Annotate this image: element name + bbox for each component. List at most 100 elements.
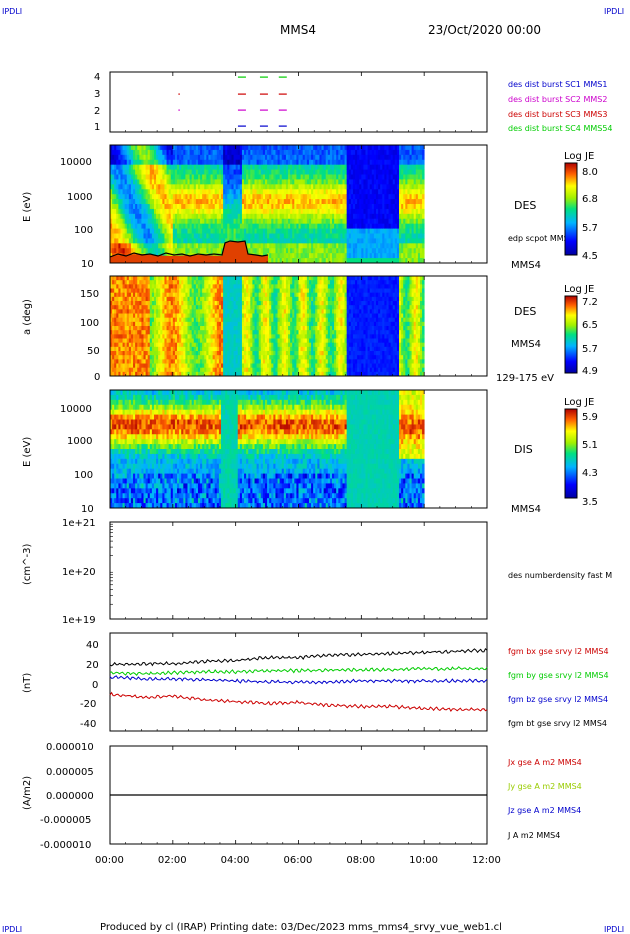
- des-energy-cell: [179, 199, 182, 205]
- des-pitch-cell: [151, 326, 155, 331]
- des-energy-cell: [371, 149, 375, 156]
- des-energy-cell: [130, 189, 134, 195]
- des-energy-cell: [143, 145, 146, 151]
- des-energy-cell: [237, 145, 241, 151]
- des-pitch-cell: [214, 309, 218, 314]
- des-pitch-cell: [149, 305, 153, 310]
- des-energy-cell: [267, 145, 270, 151]
- des-energy-cell: [399, 145, 402, 151]
- des-pitch-cell: [158, 367, 161, 373]
- des-pitch-cell: [116, 288, 119, 294]
- des-energy-cell: [179, 154, 182, 161]
- des-energy-cell: [394, 223, 398, 229]
- des-energy-cell: [229, 223, 232, 229]
- des-pitch-cell: [187, 317, 190, 323]
- des-energy-cell: [415, 145, 419, 151]
- des-energy-cell: [306, 233, 310, 239]
- des-pitch-cell: [143, 288, 146, 294]
- des-energy-cell: [409, 149, 412, 156]
- des-pitch-cell: [216, 367, 220, 373]
- des-energy-cell: [302, 184, 306, 190]
- des-energy-cell: [204, 169, 207, 175]
- des-energy-cell: [371, 233, 375, 239]
- des-energy-cell: [237, 223, 241, 229]
- des-energy-cell: [114, 218, 117, 225]
- des-energy-cell: [164, 154, 167, 161]
- des-pitch-cell: [128, 330, 132, 335]
- des-energy-cell: [204, 174, 207, 180]
- des-pitch-cell: [206, 342, 209, 348]
- des-energy-cell: [336, 145, 339, 151]
- des-energy-cell: [384, 199, 387, 205]
- des-pitch-cell: [139, 296, 142, 302]
- des-energy-cell: [183, 238, 186, 244]
- des-energy-cell: [359, 248, 362, 254]
- des-energy-cell: [254, 228, 258, 234]
- des-energy-cell: [216, 184, 220, 190]
- des-energy-cell: [350, 159, 354, 166]
- des-energy-cell: [332, 233, 335, 239]
- des-energy-cell: [170, 228, 174, 234]
- des-energy-cell: [248, 213, 251, 220]
- des-energy-cell: [292, 189, 295, 195]
- des-energy-cell: [342, 189, 345, 195]
- des-pitch-cell: [202, 355, 205, 360]
- des-pitch-cell: [116, 292, 119, 298]
- des-energy-cell: [179, 223, 182, 229]
- des-energy-cell: [168, 149, 172, 156]
- des-pitch-cell: [158, 292, 161, 298]
- des-energy-cell: [396, 199, 400, 205]
- des-energy-cell: [340, 145, 343, 151]
- des-energy-cell: [283, 204, 287, 210]
- des-energy-cell: [177, 154, 180, 161]
- des-energy-cell: [181, 228, 184, 234]
- des-pitch-cell: [185, 321, 188, 327]
- des-energy-cell: [380, 164, 383, 170]
- des-pitch-cell: [118, 342, 121, 348]
- des-energy-cell: [114, 189, 117, 195]
- des-pitch-cell: [212, 321, 216, 327]
- des-energy-cell: [415, 194, 419, 200]
- des-pitch-cell: [120, 305, 123, 310]
- des-energy-cell: [193, 169, 197, 175]
- des-pitch-cell: [204, 313, 207, 319]
- des-energy-cell: [329, 169, 333, 175]
- des-pitch-cell: [218, 288, 222, 294]
- des-energy-cell: [308, 184, 312, 190]
- des-energy-cell: [403, 164, 406, 170]
- des-energy-cell: [386, 184, 389, 190]
- des-energy-cell: [143, 233, 146, 239]
- des-energy-cell: [294, 169, 297, 175]
- des-energy-cell: [311, 253, 314, 259]
- des-energy-cell: [149, 223, 153, 229]
- des-energy-cell: [170, 253, 174, 259]
- des-energy-cell: [179, 145, 182, 151]
- des-energy-cell: [214, 164, 218, 170]
- des-energy-cell: [122, 233, 126, 239]
- des-energy-cell: [185, 223, 188, 229]
- des-energy-cell: [164, 233, 167, 239]
- des-energy-cell: [241, 159, 245, 166]
- des-energy-cell: [172, 199, 176, 205]
- des-energy-cell: [128, 184, 132, 190]
- des-pitch-cell: [212, 305, 216, 310]
- des-pitch-cell: [214, 296, 218, 302]
- des-pitch-cell: [147, 280, 151, 285]
- des-energy-cell: [352, 189, 356, 195]
- des-energy-cell: [166, 223, 170, 229]
- des-energy-cell: [422, 154, 425, 161]
- des-energy-cell: [214, 149, 218, 156]
- des-energy-cbar-tick-3: 4.5: [582, 251, 598, 262]
- des-energy-cell: [327, 238, 331, 244]
- des-pitch-cell: [120, 351, 123, 356]
- des-energy-cell: [170, 149, 174, 156]
- des-energy-cell: [208, 248, 211, 254]
- des-energy-cell: [229, 149, 232, 156]
- des-pitch-cell: [170, 342, 174, 348]
- des-pitch-cell: [141, 367, 144, 373]
- des-pitch-cell: [177, 342, 180, 348]
- des-energy-cell: [371, 159, 375, 166]
- des-energy-cell: [294, 233, 297, 239]
- des-energy-cell: [218, 218, 222, 225]
- des-energy-cell: [124, 164, 128, 170]
